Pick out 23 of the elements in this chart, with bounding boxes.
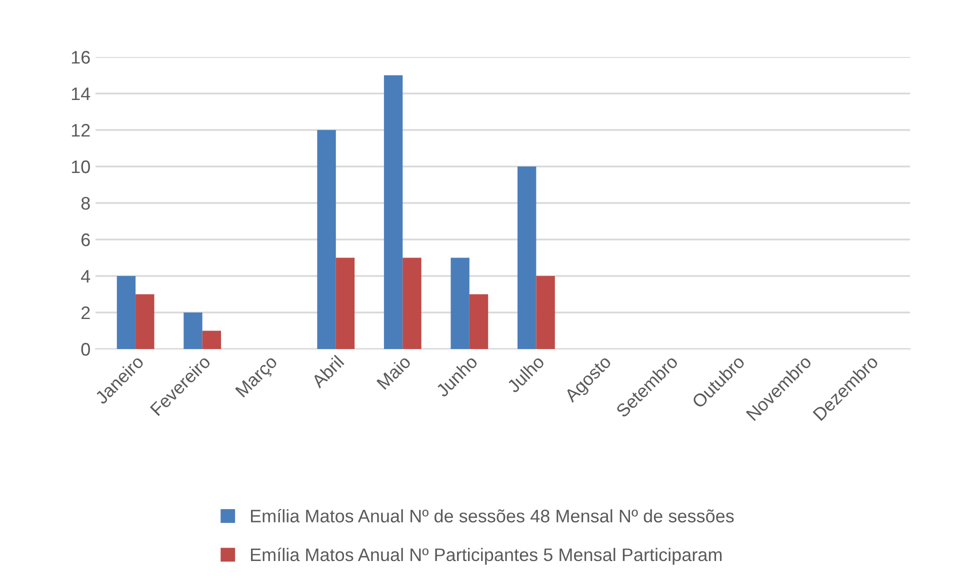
y-tick-label: 16 [72,50,90,64]
y-tick-label: 10 [72,160,90,174]
y-tick-label: 2 [82,306,90,320]
y-tick-label: 6 [82,233,90,246]
bar [536,276,555,349]
bar [517,166,536,349]
y-tick-label: 0 [81,342,90,356]
bar [469,294,488,349]
bar [136,294,154,349]
y-tick-label: 8 [81,196,90,210]
y-tick-label: 4 [81,270,90,283]
bar [202,330,222,349]
bar [450,258,470,349]
bar [336,258,355,349]
bar [317,130,336,349]
y-tick-label: 14 [72,88,90,100]
bar [384,75,403,349]
bar [402,258,422,349]
legend-label: Emília Matos Anual Nº Participantes 5 Mensal Participaram [251,548,722,565]
bar [116,276,136,349]
bar [184,312,202,349]
y-tick-label: 12 [72,124,90,137]
legend-label: Emília Matos Anual Nº de sessões 48 Mensal Nº de sessões [251,509,734,522]
